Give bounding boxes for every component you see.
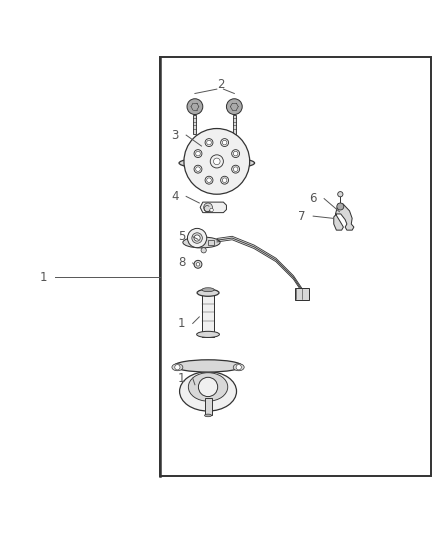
Circle shape xyxy=(226,99,242,115)
FancyBboxPatch shape xyxy=(233,115,236,134)
Ellipse shape xyxy=(183,237,220,248)
Ellipse shape xyxy=(174,360,242,372)
Circle shape xyxy=(201,248,206,253)
Text: 1: 1 xyxy=(178,317,186,330)
Text: 8: 8 xyxy=(178,256,185,270)
Circle shape xyxy=(207,178,211,182)
Ellipse shape xyxy=(180,372,237,411)
Circle shape xyxy=(194,260,202,268)
FancyBboxPatch shape xyxy=(208,240,214,245)
Circle shape xyxy=(194,150,202,158)
Circle shape xyxy=(196,151,200,156)
FancyBboxPatch shape xyxy=(205,398,212,415)
Ellipse shape xyxy=(197,332,219,337)
Circle shape xyxy=(204,203,212,212)
Ellipse shape xyxy=(202,288,214,292)
Circle shape xyxy=(232,150,240,158)
Circle shape xyxy=(221,139,229,147)
Text: 3: 3 xyxy=(172,128,179,142)
FancyBboxPatch shape xyxy=(202,293,214,336)
Circle shape xyxy=(223,178,227,182)
Circle shape xyxy=(196,167,200,172)
Circle shape xyxy=(221,176,229,184)
Ellipse shape xyxy=(233,364,244,371)
FancyBboxPatch shape xyxy=(295,288,309,300)
Circle shape xyxy=(194,235,200,241)
Circle shape xyxy=(232,165,240,173)
Circle shape xyxy=(205,139,213,147)
Text: 7: 7 xyxy=(298,209,306,223)
Circle shape xyxy=(205,176,213,184)
Circle shape xyxy=(207,140,211,145)
Circle shape xyxy=(223,140,227,145)
Circle shape xyxy=(187,229,207,248)
Circle shape xyxy=(233,151,238,156)
Ellipse shape xyxy=(172,364,183,371)
Text: 1: 1 xyxy=(40,271,48,284)
Circle shape xyxy=(198,377,218,397)
Circle shape xyxy=(338,191,343,197)
Circle shape xyxy=(184,128,250,194)
Circle shape xyxy=(233,167,238,172)
Circle shape xyxy=(192,233,202,243)
Ellipse shape xyxy=(188,373,228,401)
Circle shape xyxy=(210,155,223,168)
Circle shape xyxy=(337,203,344,210)
FancyBboxPatch shape xyxy=(160,57,431,476)
Circle shape xyxy=(194,165,202,173)
Circle shape xyxy=(214,158,220,165)
Text: 6: 6 xyxy=(309,192,317,205)
Text: 1: 1 xyxy=(178,372,186,385)
Polygon shape xyxy=(200,202,226,213)
Ellipse shape xyxy=(205,414,212,417)
Text: 4: 4 xyxy=(171,190,179,203)
Circle shape xyxy=(236,365,241,370)
Circle shape xyxy=(187,99,203,115)
Circle shape xyxy=(210,208,213,212)
Text: 2: 2 xyxy=(217,78,225,91)
Ellipse shape xyxy=(179,157,254,169)
Ellipse shape xyxy=(197,289,219,296)
Circle shape xyxy=(175,365,180,370)
Circle shape xyxy=(196,263,200,266)
Polygon shape xyxy=(334,204,354,230)
FancyBboxPatch shape xyxy=(194,115,196,134)
Text: 5: 5 xyxy=(178,230,185,243)
